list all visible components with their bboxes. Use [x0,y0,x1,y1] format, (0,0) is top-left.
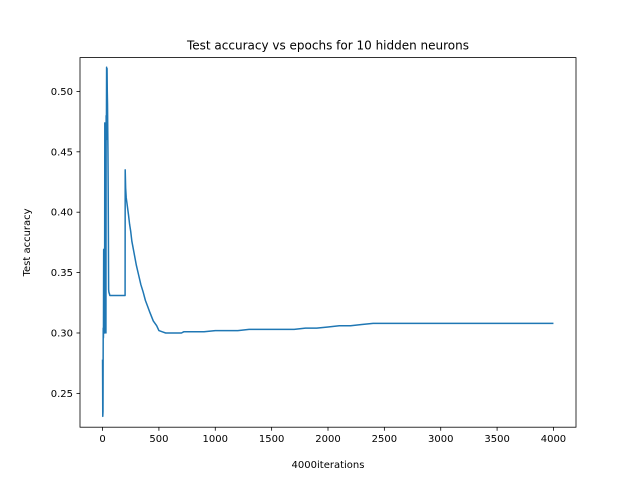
y-axis-label: Test accuracy [22,208,33,277]
y-tick-label: 0.35 [51,268,73,279]
x-axis-label: 4000iterations [292,460,365,471]
x-tick-label: 3000 [428,434,453,445]
x-tick-label: 2500 [372,434,397,445]
x-tick-label: 4000 [541,434,566,445]
x-axis: 0 500 1000 1500 2000 2500 3000 3500 4000 [99,427,566,445]
y-tick-label: 0.45 [51,147,73,158]
y-tick-label: 0.30 [51,328,73,339]
x-tick-label: 1000 [203,434,228,445]
plot-layer [101,66,554,418]
x-tick-label: 0 [99,434,105,445]
x-tick-label: 1500 [259,434,284,445]
series-line-0 [101,66,554,418]
y-tick-label: 0.50 [51,87,73,98]
x-tick-label: 500 [149,434,168,445]
y-tick-label: 0.25 [51,389,73,400]
x-tick-label: 3500 [484,434,509,445]
chart-title: Test accuracy vs epochs for 10 hidden ne… [186,39,469,53]
y-axis: 0.25 0.30 0.35 0.40 0.45 0.50 [51,87,80,400]
x-tick-label: 2000 [315,434,340,445]
y-tick-label: 0.40 [51,208,73,219]
